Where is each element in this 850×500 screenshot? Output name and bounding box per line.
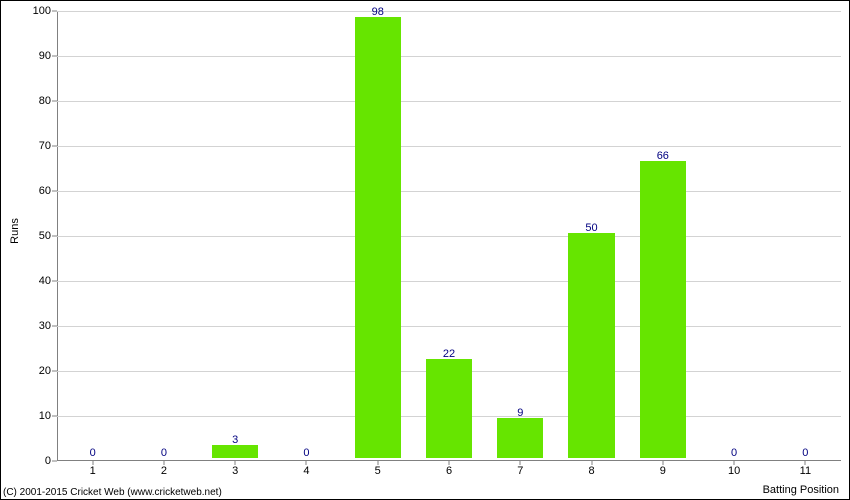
y-tick — [52, 56, 57, 57]
y-tick — [52, 146, 57, 147]
y-tick — [52, 326, 57, 327]
y-tick — [52, 11, 57, 12]
x-tick-label: 4 — [303, 465, 309, 477]
y-tick-label: 70 — [11, 140, 51, 152]
bar-value-label: 50 — [585, 222, 597, 234]
y-tick — [52, 191, 57, 192]
gridline-h — [57, 11, 841, 12]
bar — [355, 17, 401, 458]
y-tick-label: 30 — [11, 320, 51, 332]
x-tick-label: 10 — [728, 465, 740, 477]
bar-value-label: 0 — [90, 447, 96, 459]
x-tick-label: 9 — [660, 465, 666, 477]
x-tick-label: 5 — [375, 465, 381, 477]
bar-value-label: 3 — [232, 434, 238, 446]
x-tick-label: 2 — [161, 465, 167, 477]
bar — [212, 445, 258, 459]
y-axis-title: Runs — [9, 218, 21, 244]
x-tick-label: 6 — [446, 465, 452, 477]
y-tick — [52, 416, 57, 417]
y-tick — [52, 281, 57, 282]
bar — [497, 418, 543, 459]
gridline-h — [57, 191, 841, 192]
copyright-text: (C) 2001-2015 Cricket Web (www.cricketwe… — [3, 487, 222, 498]
bar-value-label: 9 — [517, 407, 523, 419]
gridline-h — [57, 326, 841, 327]
y-tick-label: 20 — [11, 365, 51, 377]
bar-value-label: 0 — [731, 447, 737, 459]
y-tick-label: 100 — [11, 5, 51, 17]
y-tick — [52, 461, 57, 462]
x-tick-label: 11 — [800, 465, 811, 477]
y-tick-label: 80 — [11, 95, 51, 107]
y-tick-label: 10 — [11, 410, 51, 422]
gridline-h — [57, 56, 841, 57]
y-tick-label: 60 — [11, 185, 51, 197]
x-tick-label: 1 — [90, 465, 96, 477]
y-tick — [52, 371, 57, 372]
gridline-h — [57, 281, 841, 282]
bar — [426, 359, 472, 458]
gridline-h — [57, 146, 841, 147]
y-tick-label: 40 — [11, 275, 51, 287]
x-axis-title: Batting Position — [763, 484, 839, 496]
y-tick — [52, 101, 57, 102]
bar-value-label: 0 — [802, 447, 808, 459]
bar-value-label: 66 — [657, 150, 669, 162]
bar-value-label: 22 — [443, 348, 455, 360]
bar-value-label: 0 — [161, 447, 167, 459]
bar-value-label: 98 — [372, 6, 384, 18]
x-tick-label: 8 — [588, 465, 594, 477]
bar-value-label: 0 — [303, 447, 309, 459]
x-tick-label: 7 — [517, 465, 523, 477]
y-tick — [52, 236, 57, 237]
gridline-h — [57, 101, 841, 102]
chart-container: 0102030405060708090100 1234567891011 003… — [0, 0, 850, 500]
bar — [568, 233, 614, 458]
y-tick-label: 90 — [11, 50, 51, 62]
x-tick-label: 3 — [232, 465, 238, 477]
bar — [640, 161, 686, 458]
y-tick-label: 0 — [11, 455, 51, 467]
gridline-h — [57, 236, 841, 237]
